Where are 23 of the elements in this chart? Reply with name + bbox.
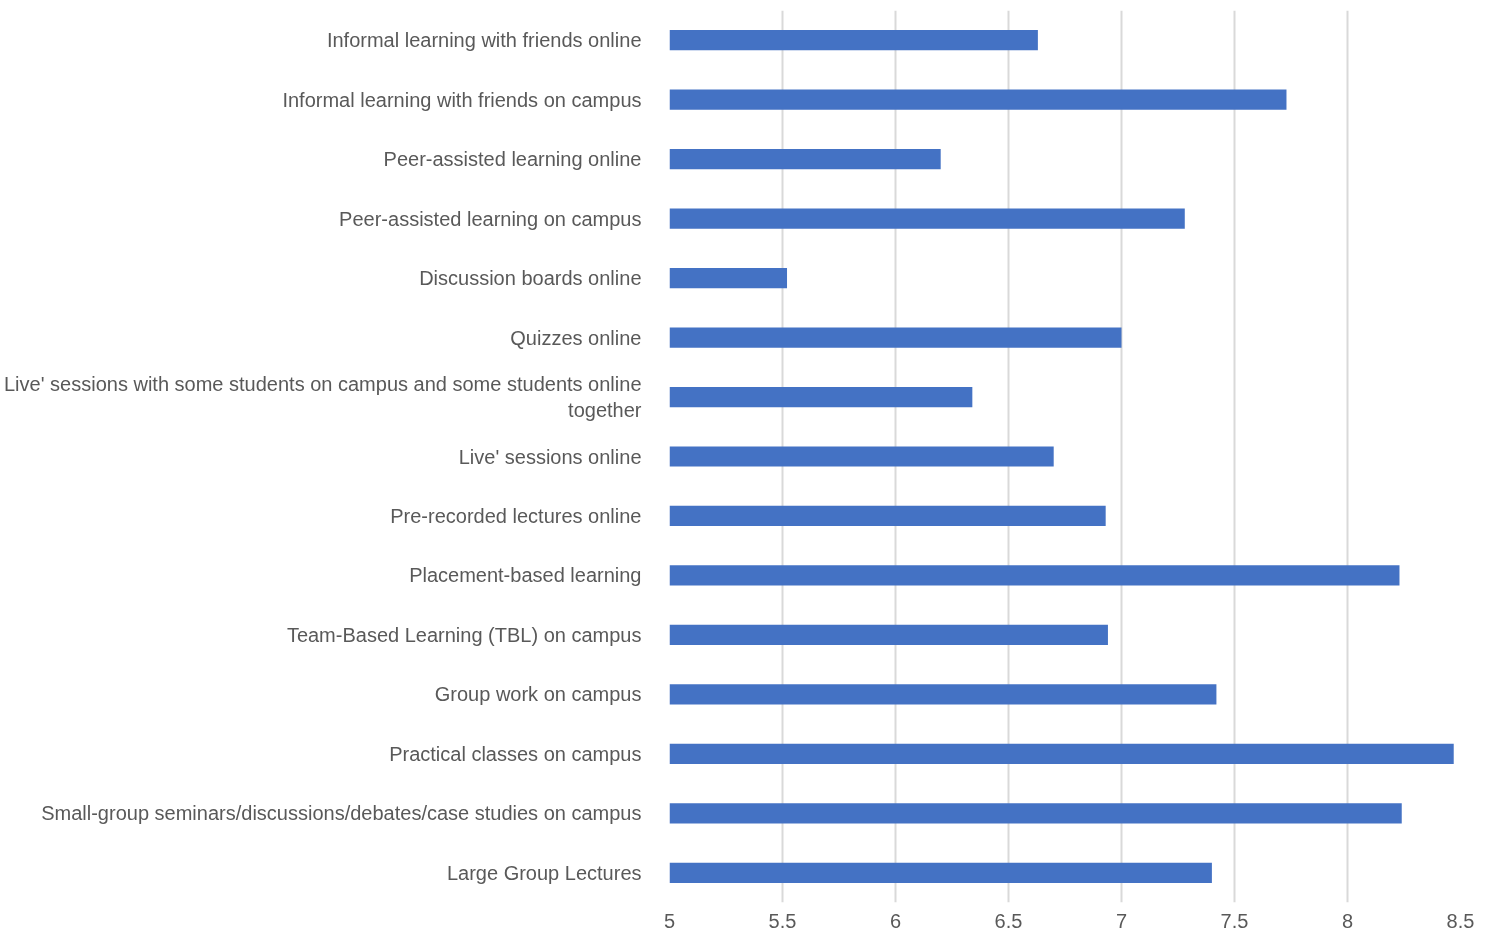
y-tick-label: Pre-recorded lectures online: [390, 504, 642, 527]
y-tick-label: Informal learning with friends online: [326, 29, 642, 52]
x-tick-label: 5: [663, 909, 676, 932]
y-tick-label: Placement-based learning: [409, 564, 642, 587]
x-tick-label: 6: [889, 909, 902, 932]
y-tick-label: Small-group seminars/discussions/debates/case studies on campus: [41, 802, 642, 825]
x-tick-label: 5.5: [768, 909, 797, 932]
y-tick-label: Team-Based Learning (TBL) on campus: [286, 623, 642, 646]
x-tick-label: 6.5: [994, 909, 1023, 932]
x-tick-label: 7.5: [1220, 909, 1249, 932]
y-tick-label: Peer-assisted learning on campus: [339, 207, 642, 230]
x-tick-label: 8.5: [1446, 909, 1475, 932]
y-tick-label: Live' sessions online: [458, 445, 642, 468]
y-tick-label: Informal learning with friends on campus: [282, 88, 642, 111]
y-tick-label: Practical classes on campus: [389, 742, 642, 765]
y-tick-label: Quizzes online: [510, 326, 642, 349]
x-tick-label: 8: [1341, 909, 1354, 932]
y-tick-label: Peer-assisted learning online: [383, 148, 642, 171]
y-tick-label: Large Group Lectures: [446, 861, 642, 884]
y-tick-label: Group work on campus: [434, 683, 642, 706]
x-tick-label: 7: [1115, 909, 1128, 932]
y-tick-label: Live' sessions with some students on campus and some students online together: [4, 372, 642, 422]
y-tick-label: Discussion boards online: [419, 267, 642, 290]
